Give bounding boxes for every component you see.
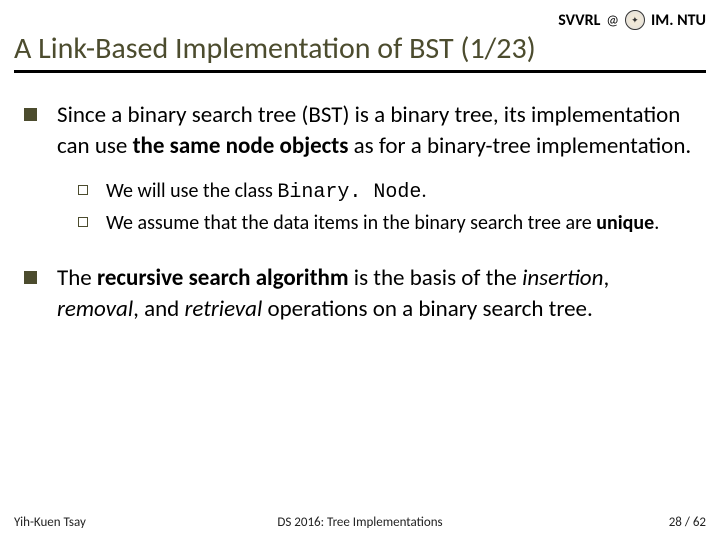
hollow-square-icon — [78, 217, 88, 227]
sub-bullet-1-text: We will use the class Binary. Node. — [106, 178, 427, 206]
sub-bullet-1: We will use the class Binary. Node. — [78, 178, 696, 206]
hollow-square-icon — [78, 185, 88, 195]
at-symbol: @ — [606, 12, 619, 29]
sub-bullet-2: We assume that the data items in the bin… — [78, 210, 696, 237]
square-bullet-icon — [24, 108, 37, 121]
header-org: SVVRL — [558, 11, 600, 30]
footer: Yih-Kuen Tsay DS 2016: Tree Implementati… — [14, 515, 706, 530]
page-title: A Link-Based Implementation of BST (1/23… — [14, 30, 536, 67]
page-total: 62 — [693, 515, 706, 530]
text-bold: unique — [596, 211, 654, 235]
bullet-2-text: The recursive search algorithm is the ba… — [57, 263, 696, 325]
text-italic: removal — [57, 295, 133, 323]
footer-author: Yih-Kuen Tsay — [14, 515, 86, 530]
bullet-1: Since a binary search tree (BST) is a bi… — [24, 100, 696, 162]
text: , and — [133, 295, 184, 323]
footer-page: 28 / 62 — [669, 515, 706, 530]
text: We will use the class — [106, 179, 277, 203]
text: as for a binary-tree implementation. — [348, 132, 691, 160]
header: SVVRL @ ✦ IM. NTU — [558, 10, 706, 30]
page-current: 28 — [669, 515, 682, 530]
ntu-logo-icon: ✦ — [625, 10, 645, 30]
text: operations on a binary search tree. — [262, 295, 593, 323]
text-mono: Binary. Node — [277, 181, 421, 204]
sub-bullets: We will use the class Binary. Node. We a… — [78, 178, 696, 237]
text: The — [57, 264, 97, 292]
text-italic: insertion — [522, 264, 603, 292]
bullet-1-text: Since a binary search tree (BST) is a bi… — [57, 100, 696, 162]
bullet-2: The recursive search algorithm is the ba… — [24, 263, 696, 325]
header-inst: IM. NTU — [651, 11, 706, 30]
text: . — [421, 179, 426, 203]
text-bold: the same node objects — [133, 132, 349, 160]
text: , — [603, 264, 609, 292]
title-rule — [14, 70, 706, 73]
sub-bullet-2-text: We assume that the data items in the bin… — [106, 210, 659, 237]
text-bold: recursive search algorithm — [97, 264, 349, 292]
footer-course: DS 2016: Tree Implementations — [277, 515, 442, 530]
text-italic: retrieval — [184, 295, 262, 323]
square-bullet-icon — [24, 271, 37, 284]
slide-content: Since a binary search tree (BST) is a bi… — [24, 100, 696, 341]
text: We assume that the data items in the bin… — [106, 211, 596, 235]
text: is the basis of the — [349, 264, 522, 292]
page-sep: / — [682, 515, 693, 530]
text: . — [654, 211, 659, 235]
